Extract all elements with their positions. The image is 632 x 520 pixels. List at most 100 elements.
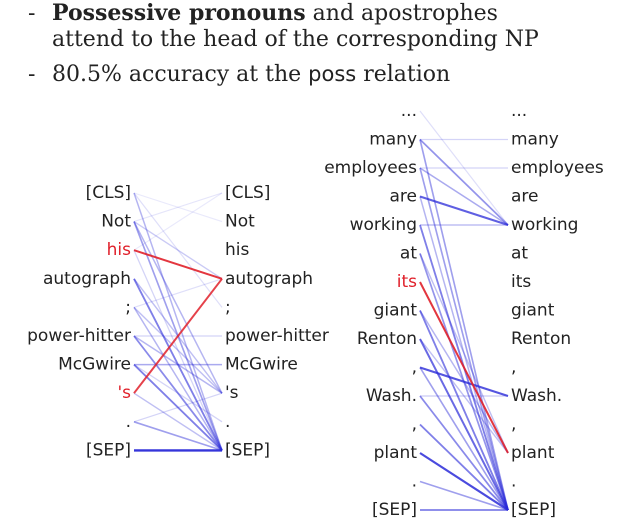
right-panel-target-token: ... xyxy=(511,101,527,121)
right-panel-source-token: , xyxy=(412,415,417,435)
right-panel-source-token: working xyxy=(350,215,417,235)
right-panel-target-token: its xyxy=(511,272,531,292)
left-panel-source-token: his xyxy=(107,240,131,260)
right-panel-source-token: Renton xyxy=(357,329,417,349)
right-panel-source-token: . xyxy=(412,472,417,492)
right-panel-target-token: employees xyxy=(511,158,604,178)
right-panel-source-token: giant xyxy=(374,301,418,321)
left-panel-edges xyxy=(133,192,223,452)
attention-edge xyxy=(419,310,509,511)
attention-edge xyxy=(133,192,223,308)
right-panel-target-token: working xyxy=(511,215,578,235)
attention-edge xyxy=(133,249,223,451)
attention-edge xyxy=(419,253,509,454)
attention-edge xyxy=(133,192,223,223)
right-panel-source-token: plant xyxy=(374,443,418,463)
left-panel-source-token: . xyxy=(126,412,131,432)
attention-edge xyxy=(419,167,509,511)
attention-edge xyxy=(133,221,223,394)
right-panel-target-token: . xyxy=(511,472,516,492)
right-panel-source-token: are xyxy=(390,187,418,207)
right-panel-source-token: Wash. xyxy=(366,386,417,406)
attention-edge xyxy=(133,421,223,452)
right-panel-target-token: Renton xyxy=(511,329,571,349)
attention-edge xyxy=(133,278,223,451)
right-panel-source-token: at xyxy=(400,244,417,264)
left-panel-target-token: 's xyxy=(225,383,239,403)
right-panel-target-token: are xyxy=(511,187,539,207)
attention-edge xyxy=(419,138,509,226)
bullet-list: - Possessive pronouns and apostrophes att… xyxy=(28,0,618,88)
left-panel-source-token: McGwire xyxy=(58,355,131,375)
attention-edge xyxy=(133,364,223,423)
attention-edge xyxy=(133,192,223,223)
attention-panel-left: [CLS] Not his autograph; power-hitter McGwire… xyxy=(27,183,329,460)
attention-edge xyxy=(419,423,509,511)
attention-edge xyxy=(419,367,509,511)
left-panel-target-token: McGwire xyxy=(225,355,298,375)
attention-edge xyxy=(133,363,223,452)
left-panel-source-token: [SEP] xyxy=(86,440,131,460)
attention-edge xyxy=(419,110,509,226)
attention-panel-right: ... many employees are working at its giant Rent… xyxy=(324,101,604,520)
attention-edge xyxy=(133,392,223,451)
left-panel-target-token: [CLS] xyxy=(225,183,270,203)
left-panel-source-token: ; xyxy=(125,297,131,317)
attention-edge-highlight xyxy=(133,249,223,280)
attention-edge xyxy=(133,392,223,423)
left-panel-source-token: [CLS] xyxy=(86,183,131,203)
right-panel-target-token: , xyxy=(511,358,516,378)
bullet-1: - Possessive pronouns and apostrophes att… xyxy=(28,0,618,53)
left-panel-source-token: power-hitter xyxy=(27,326,131,346)
left-panel-target-token: autograph xyxy=(225,269,313,289)
bullet-2: -80.5% accuracy at the poss relation xyxy=(28,61,618,88)
bullet-1-text: and apostrophes xyxy=(312,1,498,26)
right-panel-target-token: plant xyxy=(511,443,555,463)
bullet-dash: - xyxy=(28,62,36,87)
right-panel-source-token: [SEP] xyxy=(372,500,417,520)
attention-edge xyxy=(133,192,223,251)
bullet-1-line2: attend to the head of the corresponding … xyxy=(52,27,539,52)
attention-edge xyxy=(419,395,509,511)
attention-edge xyxy=(133,306,223,394)
attention-edge xyxy=(133,192,223,451)
left-panel-target-token: power-hitter xyxy=(225,326,329,346)
right-panel-edges xyxy=(419,110,509,511)
attention-edge xyxy=(133,221,223,280)
bullet-dash: - xyxy=(28,1,36,26)
left-panel-source-token: autograph xyxy=(43,269,131,289)
right-panel-target-token: many xyxy=(511,130,559,150)
attention-edge-highlight xyxy=(133,278,223,394)
bullet-2-text-end: relation xyxy=(363,62,451,87)
right-panel-target-token: [SEP] xyxy=(511,500,556,520)
attention-edge xyxy=(419,338,509,454)
left-panel-source-token: 's xyxy=(117,383,131,403)
bullet-1-bold: Possessive pronouns xyxy=(52,0,306,26)
attention-edge xyxy=(133,307,223,451)
right-panel-source-token: , xyxy=(412,358,417,378)
left-panel-target-token: Not xyxy=(225,212,255,232)
attention-edge xyxy=(419,196,509,511)
left-panel-target-token: ; xyxy=(225,297,231,317)
attention-edge xyxy=(133,335,223,451)
right-panel-source-token: ... xyxy=(401,101,417,121)
attention-edge xyxy=(133,278,223,308)
right-panel-target-token: , xyxy=(511,415,516,435)
right-panel-source-token: its xyxy=(397,272,417,292)
attention-edge xyxy=(419,195,509,226)
attention-edge-highlight xyxy=(419,281,509,454)
attention-edge xyxy=(419,338,509,511)
attention-edge xyxy=(419,452,509,511)
right-panel-source-token: many xyxy=(369,130,417,150)
right-panel-target-token: giant xyxy=(511,301,555,321)
left-panel-target-token: his xyxy=(225,240,249,260)
left-panel-target-token: . xyxy=(225,412,230,432)
bullet-2-code: poss xyxy=(308,62,357,86)
right-panel-source-token: employees xyxy=(324,158,417,178)
right-panel-target-token: Wash. xyxy=(511,386,562,406)
attention-edge xyxy=(419,366,509,398)
attention-edge xyxy=(419,167,509,226)
left-panel-source-token: Not xyxy=(101,212,131,232)
right-panel-target-token: at xyxy=(511,244,528,264)
